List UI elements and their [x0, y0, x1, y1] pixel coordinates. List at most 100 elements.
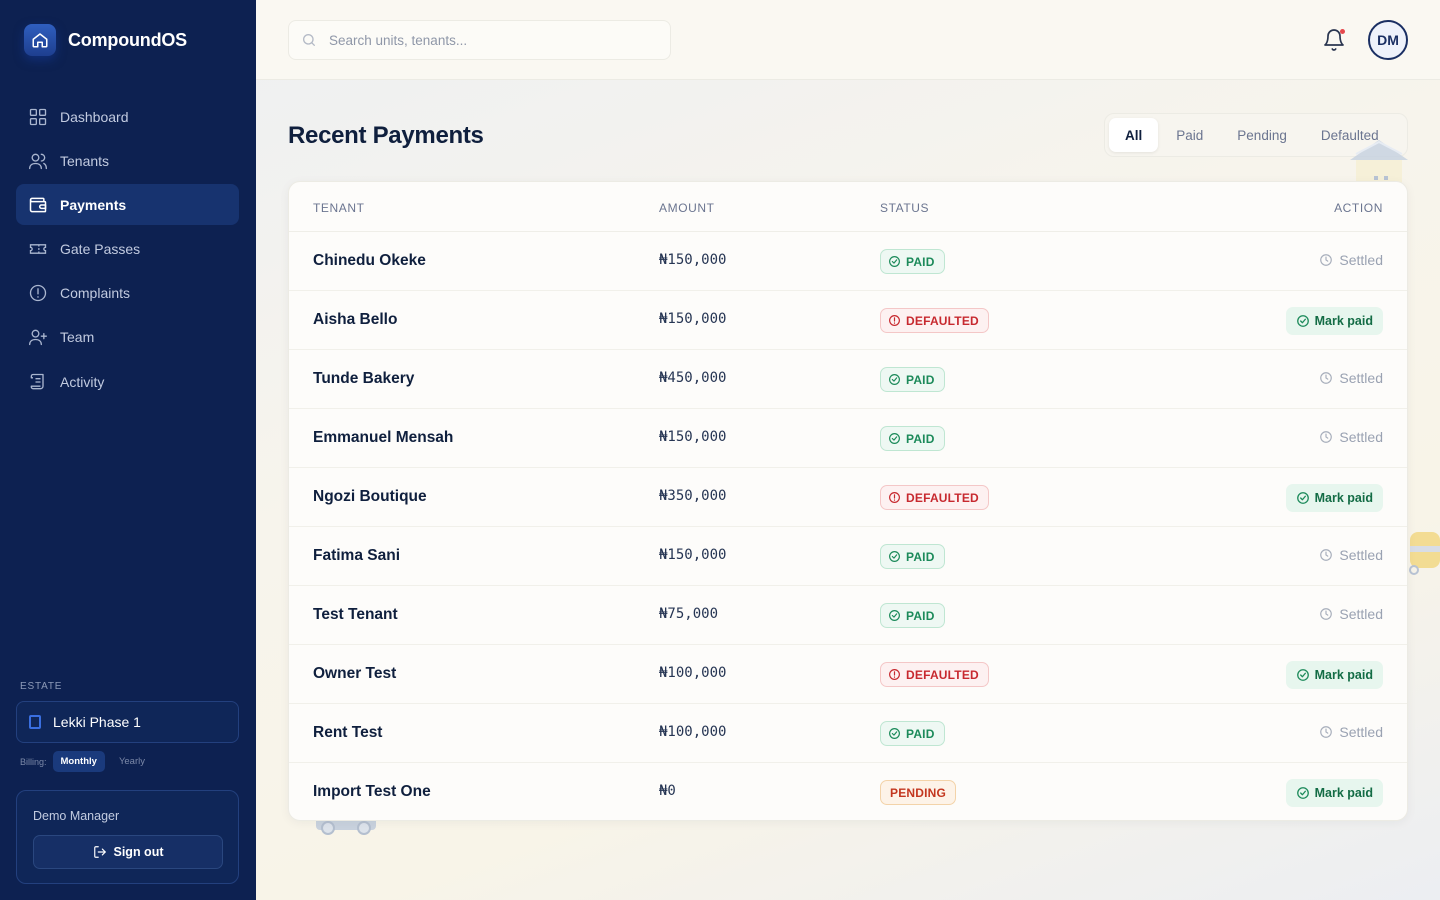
billing-monthly-option[interactable]: Monthly: [52, 751, 105, 772]
payment-amount: ₦350,000: [659, 488, 727, 504]
mark-paid-button[interactable]: Mark paid: [1285, 661, 1383, 689]
sidebar-item-gate-passes[interactable]: Gate Passes: [16, 229, 239, 270]
action-text: Mark paid: [1314, 668, 1373, 682]
action-text: Settled: [1339, 370, 1383, 386]
tenant-name: Owner Test: [313, 665, 397, 682]
table-row: Tunde Bakery ₦450,000 PAID Settled: [289, 350, 1407, 409]
action-text: Settled: [1339, 252, 1383, 268]
status-badge: PAID: [880, 603, 945, 628]
payment-amount: ₦100,000: [659, 724, 727, 740]
tenant-name: Fatima Sani: [313, 547, 400, 564]
sidebar-item-label: Tenants: [60, 152, 110, 169]
mark-paid-button[interactable]: Mark paid: [1285, 779, 1383, 807]
check-circle-icon: [1296, 669, 1309, 681]
tenant-name: Rent Test: [313, 724, 383, 741]
table-row: Emmanuel Mensah ₦150,000 PAID Settled: [289, 409, 1407, 468]
brand[interactable]: CompoundOS: [24, 24, 187, 56]
mark-paid-button[interactable]: Mark paid: [1285, 484, 1383, 512]
app-name: CompoundOS: [68, 29, 187, 50]
search-input[interactable]: [329, 32, 649, 48]
tab-defaulted[interactable]: Defaulted: [1320, 127, 1379, 143]
payment-amount: ₦75,000: [659, 606, 719, 622]
topbar: DM: [256, 0, 1440, 80]
action-text: Mark paid: [1314, 491, 1373, 505]
sidebar-item-label: Team: [60, 329, 95, 346]
check-circle-icon: [889, 256, 900, 267]
status-filter-tabs: All Paid Pending Defaulted: [1104, 113, 1408, 157]
scroll-icon: [30, 373, 44, 389]
action-text: Settled: [1339, 429, 1383, 445]
estate-label: ESTATE: [20, 681, 63, 692]
status-badge: DEFAULTED: [880, 485, 989, 510]
action-text: Settled: [1339, 724, 1383, 740]
check-circle-icon: [1296, 492, 1309, 504]
table-row: Ngozi Boutique ₦350,000 DEFAULTED Mark paid: [289, 468, 1407, 527]
status-text: DEFAULTED: [906, 667, 979, 682]
status-badge: DEFAULTED: [880, 662, 989, 687]
action-text: Settled: [1339, 606, 1383, 622]
tenant-name: Import Test One: [313, 783, 431, 800]
sign-out-label: Sign out: [113, 845, 164, 859]
mark-paid-button[interactable]: Mark paid: [1285, 307, 1383, 335]
settled-label: Settled: [1319, 606, 1383, 622]
wallet-icon: [29, 197, 47, 213]
status-badge: PAID: [880, 721, 945, 746]
home-logo-icon: [24, 24, 56, 56]
clock-icon: [1320, 608, 1333, 620]
alert-circle-icon: [889, 492, 900, 503]
column-header-tenant: TENANT: [313, 201, 365, 215]
status-text: PAID: [906, 254, 935, 269]
status-text: DEFAULTED: [906, 313, 979, 328]
page-title: Recent Payments: [288, 122, 484, 149]
logout-icon: [93, 846, 106, 858]
sidebar-item-label: Gate Passes: [60, 241, 141, 258]
settled-label: Settled: [1319, 429, 1383, 445]
grid-icon: [29, 108, 47, 125]
status-text: PAID: [906, 431, 935, 446]
bus-illustration: [1409, 532, 1440, 575]
sidebar-item-tenants[interactable]: Tenants: [16, 140, 239, 181]
sidebar-item-dashboard[interactable]: Dashboard: [16, 96, 239, 137]
sidebar-item-label: Payments: [60, 196, 127, 213]
tab-all[interactable]: All: [1109, 118, 1159, 152]
status-badge: PAID: [880, 249, 945, 274]
check-circle-icon: [889, 610, 900, 621]
clock-icon: [1320, 726, 1333, 738]
status-badge: PAID: [880, 367, 945, 392]
payment-amount: ₦150,000: [659, 252, 727, 268]
table-row: Fatima Sani ₦150,000 PAID Settled: [289, 527, 1407, 586]
column-header-status: STATUS: [880, 201, 930, 215]
building-icon: [29, 715, 41, 729]
sidebar-item-activity[interactable]: Activity: [16, 361, 239, 402]
user-card: Demo Manager Sign out: [16, 790, 239, 884]
notification-bell[interactable]: [1322, 28, 1346, 52]
column-header-action: ACTION: [1334, 201, 1383, 215]
search-box[interactable]: [288, 20, 671, 60]
notification-dot: [1340, 29, 1345, 34]
status-text: PAID: [906, 726, 935, 741]
check-circle-icon: [889, 728, 900, 739]
users-icon: [29, 153, 47, 169]
tab-pending[interactable]: Pending: [1237, 127, 1287, 143]
action-text: Mark paid: [1314, 786, 1373, 800]
user-plus-icon: [29, 330, 47, 346]
table-row: Chinedu Okeke ₦150,000 PAID Settled: [289, 232, 1407, 291]
main-content: DM Recent Payments All Paid Pending Defa…: [256, 0, 1440, 900]
sidebar: CompoundOS Dashboard Tenants Payments Ga…: [0, 0, 256, 900]
tenant-name: Test Tenant: [313, 606, 398, 623]
action-text: Settled: [1339, 547, 1383, 563]
check-circle-icon: [889, 551, 900, 562]
sidebar-item-team[interactable]: Team: [16, 317, 239, 358]
status-text: PAID: [906, 608, 935, 623]
sign-out-button[interactable]: Sign out: [33, 835, 223, 869]
action-text: Mark paid: [1314, 314, 1373, 328]
tab-paid[interactable]: Paid: [1176, 127, 1204, 143]
sidebar-item-payments[interactable]: Payments: [16, 184, 239, 226]
sidebar-item-complaints[interactable]: Complaints: [16, 273, 239, 314]
estate-selector[interactable]: Lekki Phase 1: [16, 701, 239, 743]
estate-name: Lekki Phase 1: [53, 714, 141, 730]
billing-yearly-option[interactable]: Yearly: [118, 756, 145, 767]
avatar[interactable]: DM: [1368, 20, 1408, 60]
alert-circle-icon: [889, 315, 900, 326]
clock-icon: [1320, 549, 1333, 561]
